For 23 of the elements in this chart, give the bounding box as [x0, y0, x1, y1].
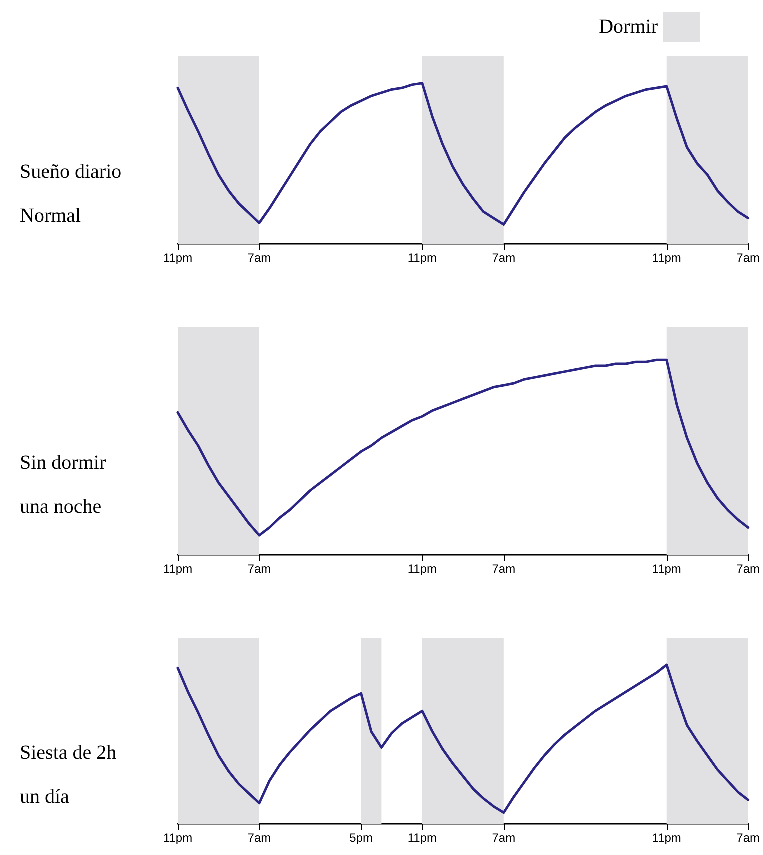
y-axis-title: Siesta de 2h un día [20, 742, 117, 808]
x-tick-label: 7am [248, 831, 272, 845]
y-axis-title: Sin dormir una noche [20, 452, 106, 518]
y-axis-title: Sueño diario Normal [20, 161, 122, 227]
x-tick-label: 11pm [652, 562, 682, 576]
x-tick-label: 11pm [408, 251, 437, 265]
x-tick-label: 11pm [163, 251, 193, 265]
x-tick-label: 7am [248, 562, 272, 576]
x-tick-label: 11pm [652, 831, 682, 845]
x-tick-label: 7am [492, 562, 516, 576]
x-tick-label: 11pm [652, 251, 682, 265]
x-tick-label: 11pm [163, 562, 193, 576]
x-tick-label: 7am [736, 831, 760, 845]
x-tick-label: 5pm [350, 831, 373, 845]
x-tick-label: 7am [736, 251, 760, 265]
x-tick-label: 11pm [163, 831, 193, 845]
x-tick-label: 7am [492, 831, 516, 845]
x-tick-label: 7am [248, 251, 272, 265]
x-tick-label: 11pm [408, 831, 437, 845]
legend-label: Dormir [599, 16, 658, 38]
x-tick-label: 7am [736, 562, 760, 576]
x-tick-label: 11pm [408, 562, 437, 576]
x-tick-label: 7am [492, 251, 516, 265]
